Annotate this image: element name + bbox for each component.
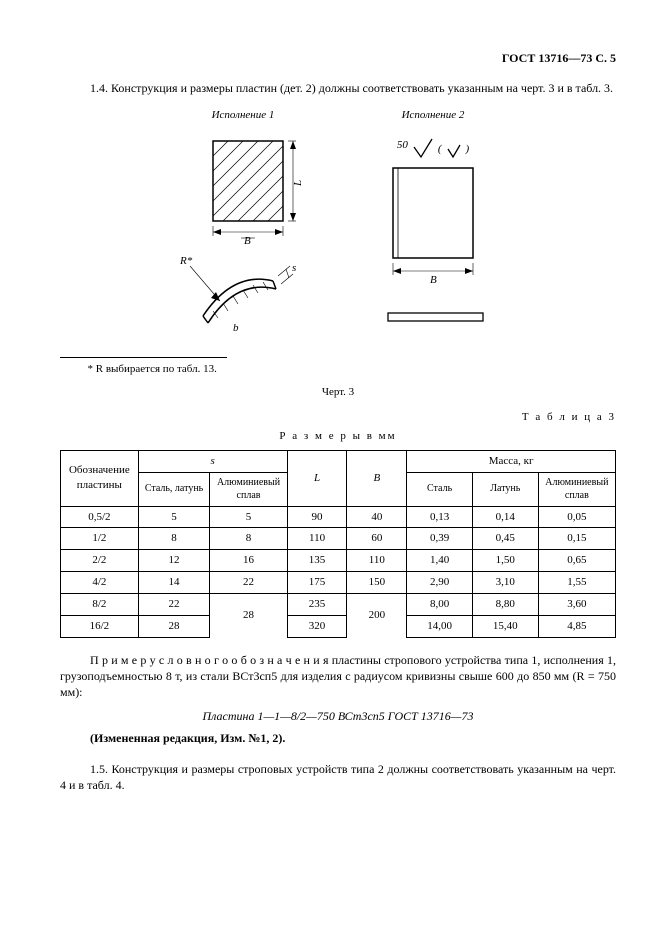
page-header: ГОСТ 13716—73 С. 5 <box>60 50 616 66</box>
example-code: Пластина 1—1—8/2—750 ВСт3сп5 ГОСТ 13716—… <box>60 708 616 724</box>
table-row: 1/2 8 8 110 60 0,39 0,45 0,15 <box>61 528 616 550</box>
svg-text:s: s <box>292 262 296 274</box>
example-intro: П р и м е р у с л о в н о г о о б о з н … <box>60 652 616 701</box>
table-3: Обозначение пластины s L B Масса, кг Ста… <box>60 450 616 638</box>
table-row: 8/2 22 28 235 200 8,00 8,80 3,60 <box>61 594 616 616</box>
col-mass: Масса, кг <box>407 450 616 472</box>
svg-text:b: b <box>233 322 239 334</box>
surface-finish-mark: 50 ( ) <box>368 131 498 159</box>
table-3-label: Т а б л и ц а 3 <box>60 410 616 425</box>
table-row: 2/2 12 16 135 110 1,40 1,50 0,65 <box>61 550 616 572</box>
svg-text:R*: R* <box>179 255 193 267</box>
svg-text:B: B <box>244 235 251 247</box>
col-designation: Обозначение пластины <box>61 450 139 506</box>
fig-variant1-svg: L B <box>178 131 308 341</box>
revision-note: (Измененная редакция, Изм. №1, 2). <box>60 730 616 746</box>
sub-alum-2: Алюминиевый сплав <box>538 472 615 506</box>
footnote-r: * R выбирается по табл. 13. <box>60 362 616 377</box>
figure-3: Исполнение 1 L <box>60 108 616 347</box>
paragraph-1-4: 1.4. Конструкция и размеры пластин (дет.… <box>60 80 616 96</box>
footnote-rule <box>60 357 227 358</box>
table-row: 16/2 28 320 14,00 15,40 4,85 <box>61 615 616 637</box>
sub-steel-brass: Сталь, латунь <box>138 472 210 506</box>
paragraph-1-5: 1.5. Конструкция и размеры строповых уст… <box>60 761 616 793</box>
table-row: 0,5/2 5 5 90 40 0,13 0,14 0,05 <box>61 506 616 528</box>
col-L: L <box>287 450 347 506</box>
fig-variant1-title: Исполнение 1 <box>178 108 308 123</box>
units-label: Р а з м е р ы в мм <box>60 429 616 444</box>
sub-steel: Сталь <box>407 472 473 506</box>
figure-caption: Черт. 3 <box>60 385 616 400</box>
col-B: B <box>347 450 407 506</box>
sub-brass: Латунь <box>472 472 538 506</box>
fig-variant2-svg: B <box>368 163 498 343</box>
table-row: 4/2 14 22 175 150 2,90 3,10 1,55 <box>61 572 616 594</box>
fig-variant2-title: Исполнение 2 <box>368 108 498 123</box>
svg-text:L: L <box>292 180 304 187</box>
col-s: s <box>138 450 287 472</box>
sub-alum-1: Алюминиевый сплав <box>210 472 287 506</box>
svg-text:B: B <box>430 274 437 286</box>
